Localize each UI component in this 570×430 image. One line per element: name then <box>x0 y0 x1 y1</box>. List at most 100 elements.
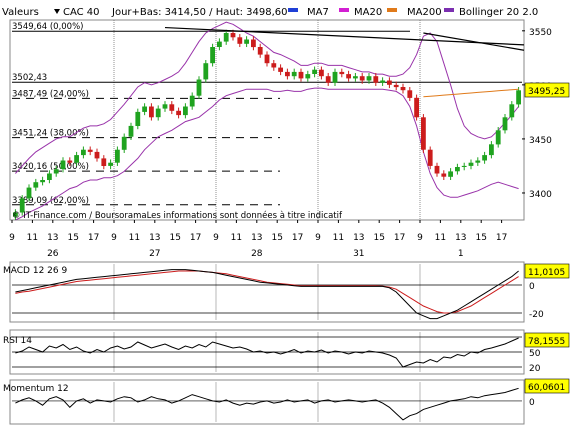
candle-body <box>210 47 215 64</box>
day-label: 27 <box>149 249 160 259</box>
candle-body <box>244 39 249 44</box>
legend-swatch-bollinger <box>444 8 454 12</box>
indicator-tick-label: 0 <box>529 398 535 408</box>
candle-body <box>271 63 277 68</box>
momentum-panel: 0 60,0601 <box>12 378 570 422</box>
candle-body <box>108 162 113 166</box>
candle-body <box>339 71 345 75</box>
macd-signal-line <box>15 270 519 314</box>
day-label: 26 <box>47 249 59 259</box>
x-tick-label: 15 <box>67 233 78 243</box>
x-tick-label: 9 <box>315 233 321 243</box>
candle-body <box>176 110 181 116</box>
candle-body <box>495 130 501 145</box>
current-price-badge <box>524 82 570 98</box>
indicator-current-value: 78,1555 <box>528 337 565 347</box>
candle-body <box>67 160 73 163</box>
x-tick-label: 15 <box>373 233 384 243</box>
legend-label-bollinger: Bollinger 20 2.0 <box>459 7 538 18</box>
candle-body <box>312 69 317 74</box>
candle-body <box>149 106 154 118</box>
candle-body <box>251 39 256 48</box>
macd-line <box>15 269 519 320</box>
candle-body <box>291 71 297 77</box>
candle-body <box>203 63 209 80</box>
candle-body <box>332 71 338 83</box>
indicator-value-badge <box>524 332 570 348</box>
candle-body <box>482 155 487 161</box>
dropdown-arrow-icon[interactable] <box>54 9 60 14</box>
legend-label-ma7: MA7 <box>307 7 329 18</box>
candle-body <box>325 76 331 83</box>
x-tick-label: 15 <box>475 233 486 243</box>
legend-swatch-ma200 <box>387 8 397 12</box>
x-tick-label: 17 <box>394 233 405 243</box>
range-text: Jour+Bas: 3414,50 / Haut: 3498,60 <box>111 7 288 18</box>
momentum-title: Momentum 12 <box>3 384 69 394</box>
candle-body <box>427 149 433 166</box>
fibonacci-levels: 3549,64 (0,00%) 3487,49 (24,00%) 3451,24 (… <box>12 22 522 206</box>
rsi-title: RSI 14 <box>3 336 32 346</box>
candle-body <box>353 76 358 79</box>
candle-body <box>155 108 161 118</box>
momentum-line <box>15 387 519 421</box>
indicator-value-badge <box>524 263 570 279</box>
indicator-current-value: 60,0601 <box>528 383 565 393</box>
candle-body <box>142 106 147 112</box>
x-axis: 9 11 13 15 17 9 11 13 15 17 9 11 13 15 17 9 11 13 15 17 9 11 1… <box>9 220 507 259</box>
candle-body <box>400 87 406 91</box>
resistance-trendline-2 <box>423 32 525 51</box>
candle-body <box>74 155 79 163</box>
x-tick-label: 11 <box>129 233 140 243</box>
macd-panel: 0 -20 11,0105 <box>12 263 570 320</box>
bollinger-bands <box>15 21 519 221</box>
candle-body <box>502 117 508 131</box>
indicator-tick-label: 0 <box>529 282 535 292</box>
fib-level-label: 3487,49 (24,00%) <box>12 89 89 99</box>
candle-body <box>407 90 413 98</box>
candle-body <box>223 33 229 42</box>
candle-body <box>121 136 127 150</box>
candle-body <box>53 169 59 174</box>
candle-body <box>217 41 222 47</box>
candle-body <box>305 74 311 79</box>
candle-body <box>19 198 25 213</box>
candle-body <box>135 111 141 126</box>
legend-label-ma20: MA20 <box>354 7 382 18</box>
candle-body <box>461 165 467 167</box>
x-tick-label: 17 <box>292 233 303 243</box>
rsi-panel-frame <box>9 329 525 375</box>
candle-body <box>278 67 283 72</box>
legend-swatch-ma20 <box>339 8 349 12</box>
x-tick-label: 9 <box>417 233 423 243</box>
legend-label-ma200: MA200 <box>407 7 442 18</box>
candle-body <box>346 74 351 79</box>
candle-body <box>128 125 134 137</box>
macd-title: MACD 12 26 9 <box>3 266 67 276</box>
candle-body <box>380 80 385 83</box>
candle-body <box>81 149 86 156</box>
candle-body <box>115 149 120 163</box>
x-tick-label: 13 <box>353 233 364 243</box>
candle-body <box>169 104 175 111</box>
x-tick-label: 11 <box>435 233 446 243</box>
candle-body <box>189 95 195 107</box>
candle-body <box>387 80 392 85</box>
candle-body <box>47 173 52 180</box>
candle-body <box>101 158 107 166</box>
candle-body <box>162 104 168 109</box>
price-tick-label: 3400 <box>529 190 552 200</box>
x-tick-label: 13 <box>251 233 262 243</box>
candle-body <box>475 160 481 163</box>
candle-body <box>196 79 202 96</box>
price-tick-label: 3550 <box>529 28 552 38</box>
fib-level-label: 3451,24 (38,00%) <box>12 129 89 139</box>
x-tick-label: 11 <box>27 233 38 243</box>
momentum-panel-frame <box>9 379 525 425</box>
indicator-tick-label: 20 <box>529 364 541 374</box>
x-tick-label: 15 <box>169 233 180 243</box>
price-tick-label: 3450 <box>529 136 552 146</box>
trendline <box>164 26 525 51</box>
